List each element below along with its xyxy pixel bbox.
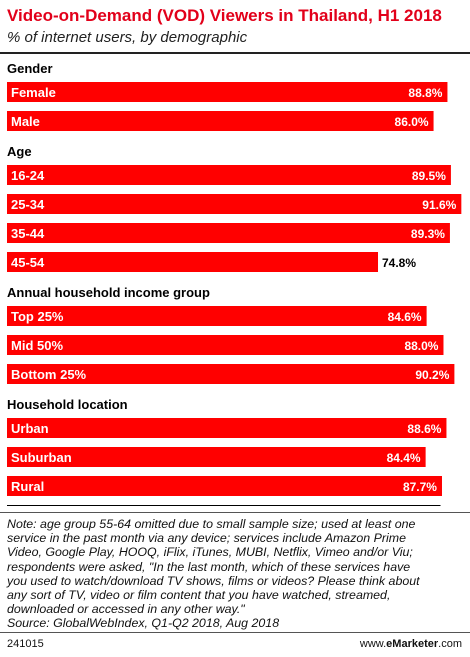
group-heading: Gender bbox=[7, 61, 53, 76]
note-line: any sort of TV, video or film content th… bbox=[7, 588, 391, 603]
chart-id: 241015 bbox=[7, 638, 44, 650]
source-line: Source: GlobalWebIndex, Q1-Q2 2018, Aug … bbox=[7, 616, 280, 631]
data-bar bbox=[7, 252, 379, 272]
data-label: 45-54 bbox=[11, 255, 45, 270]
data-label: Female bbox=[11, 85, 56, 100]
data-value: 89.5% bbox=[412, 169, 446, 183]
data-label: Urban bbox=[11, 421, 49, 436]
note-line: service in the past month via any device… bbox=[7, 531, 406, 546]
group-heading: Age bbox=[7, 144, 32, 159]
data-value: 91.6% bbox=[422, 198, 456, 212]
data-label: 25-34 bbox=[11, 197, 45, 212]
data-value: 74.8% bbox=[382, 256, 416, 270]
data-value: 84.4% bbox=[387, 451, 421, 465]
data-value: 84.6% bbox=[388, 310, 422, 324]
footer-divider bbox=[0, 632, 470, 633]
data-label: Suburban bbox=[11, 450, 72, 465]
data-bar bbox=[7, 306, 427, 326]
data-label: 35-44 bbox=[11, 226, 45, 241]
data-value: 87.7% bbox=[403, 480, 437, 494]
data-label: Rural bbox=[11, 479, 44, 494]
chart-subtitle: % of internet users, by demographic bbox=[7, 29, 248, 46]
data-bar bbox=[7, 165, 451, 185]
data-label: Male bbox=[11, 114, 40, 129]
data-label: Top 25% bbox=[11, 309, 64, 324]
brand-link[interactable]: www.eMarketer.com bbox=[360, 638, 462, 650]
data-value: 90.2% bbox=[415, 368, 449, 382]
title-divider bbox=[0, 52, 470, 54]
data-bar bbox=[7, 335, 444, 355]
note-line: you used to watch/download TV shows, fil… bbox=[7, 573, 420, 588]
brand-prefix: www. bbox=[359, 638, 387, 650]
data-label: 16-24 bbox=[11, 168, 45, 183]
note-line: downloaded or accessed in any other way.… bbox=[7, 602, 245, 617]
data-value: 88.6% bbox=[407, 422, 441, 436]
note-line: Note: age group 55-64 omitted due to sma… bbox=[7, 517, 416, 531]
data-value: 86.0% bbox=[395, 115, 429, 129]
data-bar bbox=[7, 194, 462, 214]
data-bar bbox=[7, 364, 455, 384]
data-label: Bottom 25% bbox=[11, 367, 87, 382]
data-bar bbox=[7, 447, 426, 467]
data-bar bbox=[7, 418, 447, 438]
data-bar bbox=[7, 82, 448, 102]
data-value: 89.3% bbox=[411, 227, 445, 241]
data-bar bbox=[7, 223, 450, 243]
chart-title: Video-on-Demand (VOD) Viewers in Thailan… bbox=[7, 6, 442, 25]
data-bar bbox=[7, 476, 442, 496]
notes-divider bbox=[0, 512, 470, 513]
bar-chart: Gender Female 88.8% Male 86.0% Age 16-24 89.5% 2… bbox=[7, 61, 462, 506]
group-heading: Annual household income group bbox=[7, 285, 210, 300]
chart-notes: Note: age group 55-64 omitted due to sma… bbox=[7, 517, 467, 631]
group-heading: Household location bbox=[7, 397, 128, 412]
note-line: Video, Google Play, HOOQ, iFlix, iTunes,… bbox=[7, 545, 413, 560]
data-value: 88.0% bbox=[404, 339, 438, 353]
data-label: Mid 50% bbox=[11, 338, 63, 353]
brand-suffix: .com bbox=[438, 638, 462, 650]
data-bar bbox=[7, 111, 434, 131]
brand-name: eMarketer bbox=[386, 638, 439, 650]
note-line: respondents were asked, "In the last mon… bbox=[7, 559, 411, 574]
total-bar bbox=[7, 505, 441, 506]
data-value: 88.8% bbox=[408, 86, 442, 100]
